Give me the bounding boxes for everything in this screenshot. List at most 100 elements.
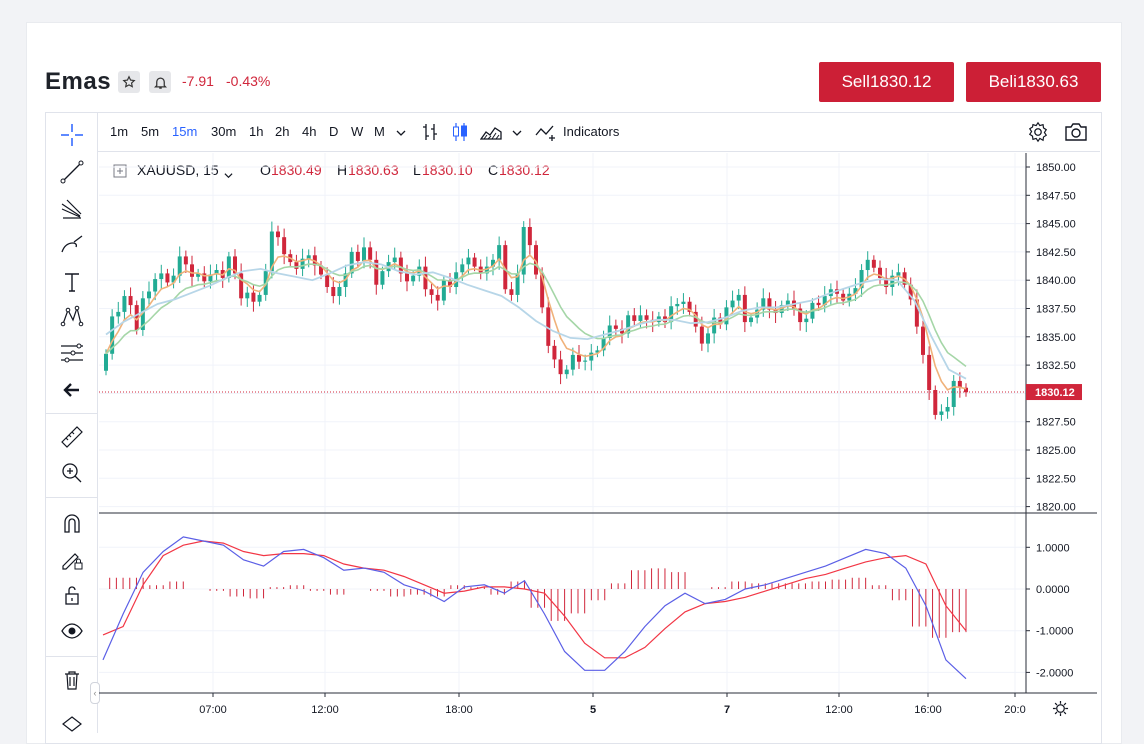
time-axis-settings-icon[interactable] (1052, 700, 1069, 722)
ruler-icon[interactable] (58, 423, 86, 451)
price-tick-label: 1820.00 (1036, 502, 1076, 514)
crosshair-icon[interactable] (58, 121, 86, 149)
macd-line (102, 536, 967, 680)
timeframe-d[interactable]: D (329, 124, 339, 139)
candle (878, 267, 882, 278)
area-chart-type-icon[interactable] (479, 122, 502, 147)
price-tick-label: 1827.50 (1036, 417, 1076, 429)
time-tick-label: 12:00 (311, 704, 339, 716)
candle (730, 300, 735, 308)
candle (257, 294, 262, 302)
buy-button[interactable]: Beli 1830.63 (966, 62, 1101, 102)
candle (853, 288, 858, 294)
candle (269, 231, 274, 272)
candle (540, 274, 545, 308)
candle (484, 266, 489, 274)
candle (558, 359, 563, 375)
candle (896, 272, 901, 276)
symbol-chevron-down-icon[interactable] (224, 167, 233, 185)
candle (595, 350, 600, 353)
indicators-button[interactable]: Indicators (563, 124, 620, 139)
prediction-icon[interactable] (58, 339, 86, 367)
trend-line-icon[interactable] (58, 158, 86, 186)
candle (577, 354, 581, 362)
timeframe-m[interactable]: M (374, 124, 385, 139)
candle (337, 286, 342, 297)
price-tick-label: 1835.00 (1036, 332, 1076, 344)
pattern-icon[interactable] (58, 303, 86, 331)
candle (687, 301, 692, 312)
alert-bell-icon[interactable] (149, 71, 171, 93)
text-tool-icon[interactable] (58, 268, 86, 296)
legend-open-label: O (260, 162, 271, 178)
legend-low: 1830.10 (422, 162, 473, 178)
price-tick-label: 1840.00 (1036, 275, 1076, 287)
time-tick-label: 07:00 (199, 704, 227, 716)
toolbar-divider (46, 497, 97, 498)
fib-tool-icon[interactable] (58, 195, 86, 223)
candle (140, 298, 145, 331)
time-tick-label: 5 (590, 704, 596, 716)
toolbar-divider (46, 413, 97, 414)
candle (669, 306, 674, 323)
candle (128, 296, 133, 306)
candle (276, 231, 280, 238)
candle (632, 315, 637, 321)
candle (104, 353, 108, 371)
chart-type-chevron-down-icon[interactable] (512, 125, 522, 143)
favorite-star-icon[interactable] (118, 71, 140, 93)
legend-symbol[interactable]: XAUUSD, 15 (137, 162, 219, 178)
candle (908, 284, 913, 300)
timeframe-30m[interactable]: 30m (211, 124, 237, 139)
timeframe-w[interactable]: W (351, 124, 364, 139)
candle-chart-type-icon[interactable] (450, 122, 470, 147)
candle (441, 280, 446, 301)
timeframe-chevron-down-icon[interactable] (396, 125, 406, 143)
timeframe-2h[interactable]: 2h (275, 124, 290, 139)
candle (914, 299, 919, 327)
candle (380, 271, 385, 285)
candle (429, 289, 434, 295)
unlock-icon[interactable] (58, 581, 86, 609)
price-change-abs: -7.91 (182, 73, 214, 89)
settings-gear-icon[interactable] (1027, 121, 1049, 148)
trash-icon[interactable] (58, 666, 86, 694)
legend-expand-icon[interactable] (113, 164, 127, 183)
screenshot-camera-icon[interactable] (1064, 121, 1088, 148)
instrument-title: Emas (45, 68, 112, 95)
candle (755, 309, 760, 318)
candle (472, 257, 477, 267)
candle (620, 328, 624, 334)
brush-icon[interactable] (58, 231, 86, 259)
candle (460, 264, 465, 273)
candle (890, 275, 895, 287)
sell-price: 1830.12 (869, 72, 932, 91)
timeframe-1h[interactable]: 1h (249, 124, 264, 139)
candle (865, 259, 870, 271)
time-tick-label: 16:00 (914, 704, 942, 716)
candle (509, 289, 514, 295)
legend-close-label: C (488, 162, 499, 178)
timeframe-1m[interactable]: 1m (110, 124, 129, 139)
candle (196, 273, 201, 277)
price-tick-label: 1845.00 (1036, 219, 1076, 231)
candle (411, 275, 416, 282)
eye-icon[interactable] (58, 617, 86, 645)
magnet-icon[interactable] (58, 509, 86, 537)
ema-mid-line (105, 262, 967, 368)
timeframe-4h[interactable]: 4h (302, 124, 317, 139)
sell-button[interactable]: Sell 1830.12 (819, 62, 954, 102)
candle (374, 259, 379, 285)
timeframe-5m[interactable]: 5m (141, 124, 160, 139)
zoom-in-icon[interactable] (58, 459, 86, 487)
indicators-icon[interactable] (535, 122, 559, 147)
lock-drawing-icon[interactable] (58, 545, 86, 573)
candle (552, 345, 557, 360)
candle (736, 294, 741, 301)
candle (282, 237, 287, 255)
candle (601, 337, 606, 351)
timeframe-15m[interactable]: 15m (172, 124, 198, 139)
back-arrow-icon[interactable] (58, 376, 86, 404)
bar-chart-type-icon[interactable] (420, 122, 440, 147)
